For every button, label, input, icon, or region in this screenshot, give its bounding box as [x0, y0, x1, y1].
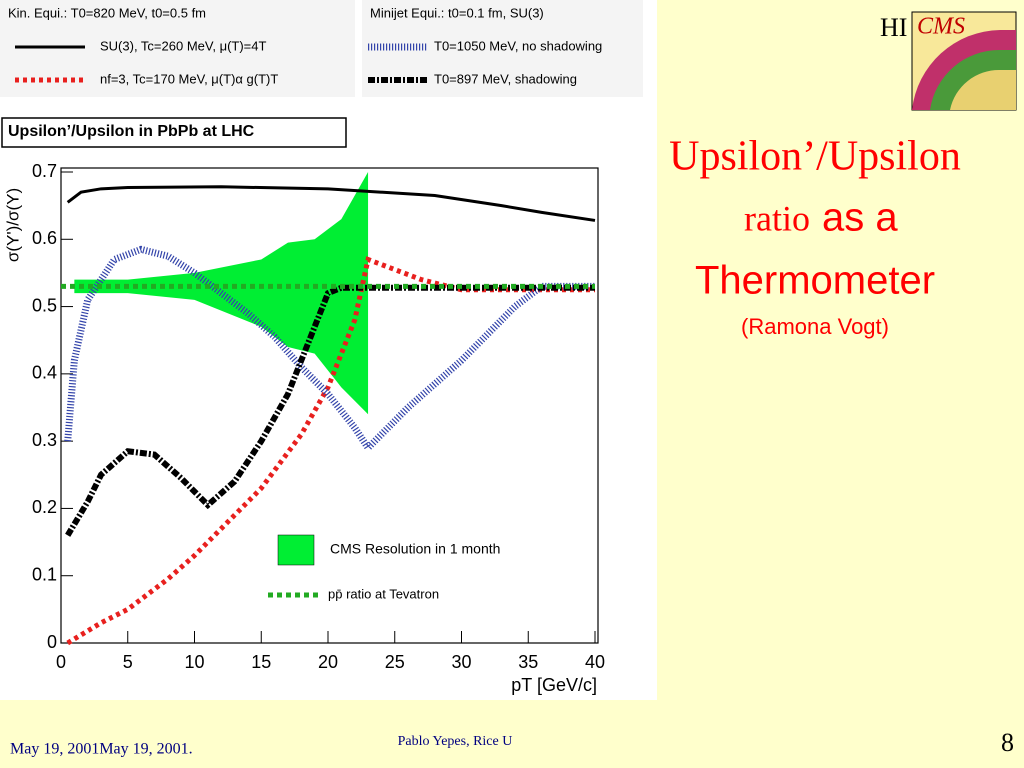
footer-author: Pablo Yepes, Rice U — [398, 734, 513, 749]
y-tick-label: 0.2 — [32, 497, 57, 517]
slide-title: ratio — [744, 198, 810, 238]
x-tick-label: 40 — [585, 652, 605, 672]
logo-shape — [950, 69, 1016, 110]
legend-title: Kin. Equi.: T0=820 MeV, t0=0.5 fm — [8, 5, 206, 20]
x-tick-label: 5 — [123, 652, 133, 672]
page-number: 8 — [1001, 728, 1014, 757]
logo-text: HI — [880, 13, 907, 42]
x-tick-label: 25 — [385, 652, 405, 672]
legend-label: CMS Resolution in 1 month — [330, 541, 500, 557]
slide-title: Thermometer — [695, 259, 935, 303]
x-tick-label: 30 — [451, 652, 471, 672]
legend-label: nf=3, Tc=170 MeV, μ(T)α g(T)T — [100, 71, 278, 86]
x-axis-label: pT [GeV/c] — [511, 675, 597, 695]
y-axis-label: σ(Υ')/σ(Υ) — [3, 188, 22, 262]
y-tick-label: 0.4 — [32, 363, 57, 383]
logo-text: CMS — [917, 14, 965, 40]
legend-label: T0=1050 MeV, no shadowing — [434, 38, 602, 53]
x-tick-label: 0 — [56, 652, 66, 672]
y-tick-label: 0.5 — [32, 295, 57, 315]
y-tick-label: 0.7 — [32, 161, 57, 181]
series-line — [64, 245, 595, 454]
slide-subtitle: (Ramona Vogt) — [741, 314, 889, 339]
x-tick-label: 10 — [184, 652, 204, 672]
slide-title: as a — [822, 196, 898, 240]
series-line — [66, 185, 596, 222]
legend-label: SU(3), Tc=260 MeV, μ(T)=4T — [100, 38, 267, 53]
legend-label: pp̄ ratio at Tevatron — [328, 586, 439, 601]
y-tick-label: 0 — [47, 632, 57, 652]
chart-title-box — [1, 117, 347, 148]
plot-frame — [60, 167, 599, 644]
x-tick-label: 20 — [318, 652, 338, 672]
y-tick-label: 0.1 — [32, 564, 57, 584]
legend-label: T0=897 MeV, shadowing — [434, 71, 577, 86]
y-tick-label: 0.6 — [32, 228, 57, 248]
footer-date: May 19, 2001May 19, 2001. — [10, 741, 193, 758]
chart-title: Upsilon’/Upsilon in PbPb at LHC — [8, 123, 255, 140]
x-tick-label: 35 — [518, 652, 538, 672]
legend-swatch — [277, 534, 315, 566]
legend-title: Minijet Equi.: t0=0.1 fm, SU(3) — [370, 5, 544, 20]
x-tick-label: 15 — [251, 652, 271, 672]
series-line — [65, 284, 595, 537]
y-tick-label: 0.3 — [32, 430, 57, 450]
slide-title: Upsilon’/Upsilon — [669, 134, 961, 180]
